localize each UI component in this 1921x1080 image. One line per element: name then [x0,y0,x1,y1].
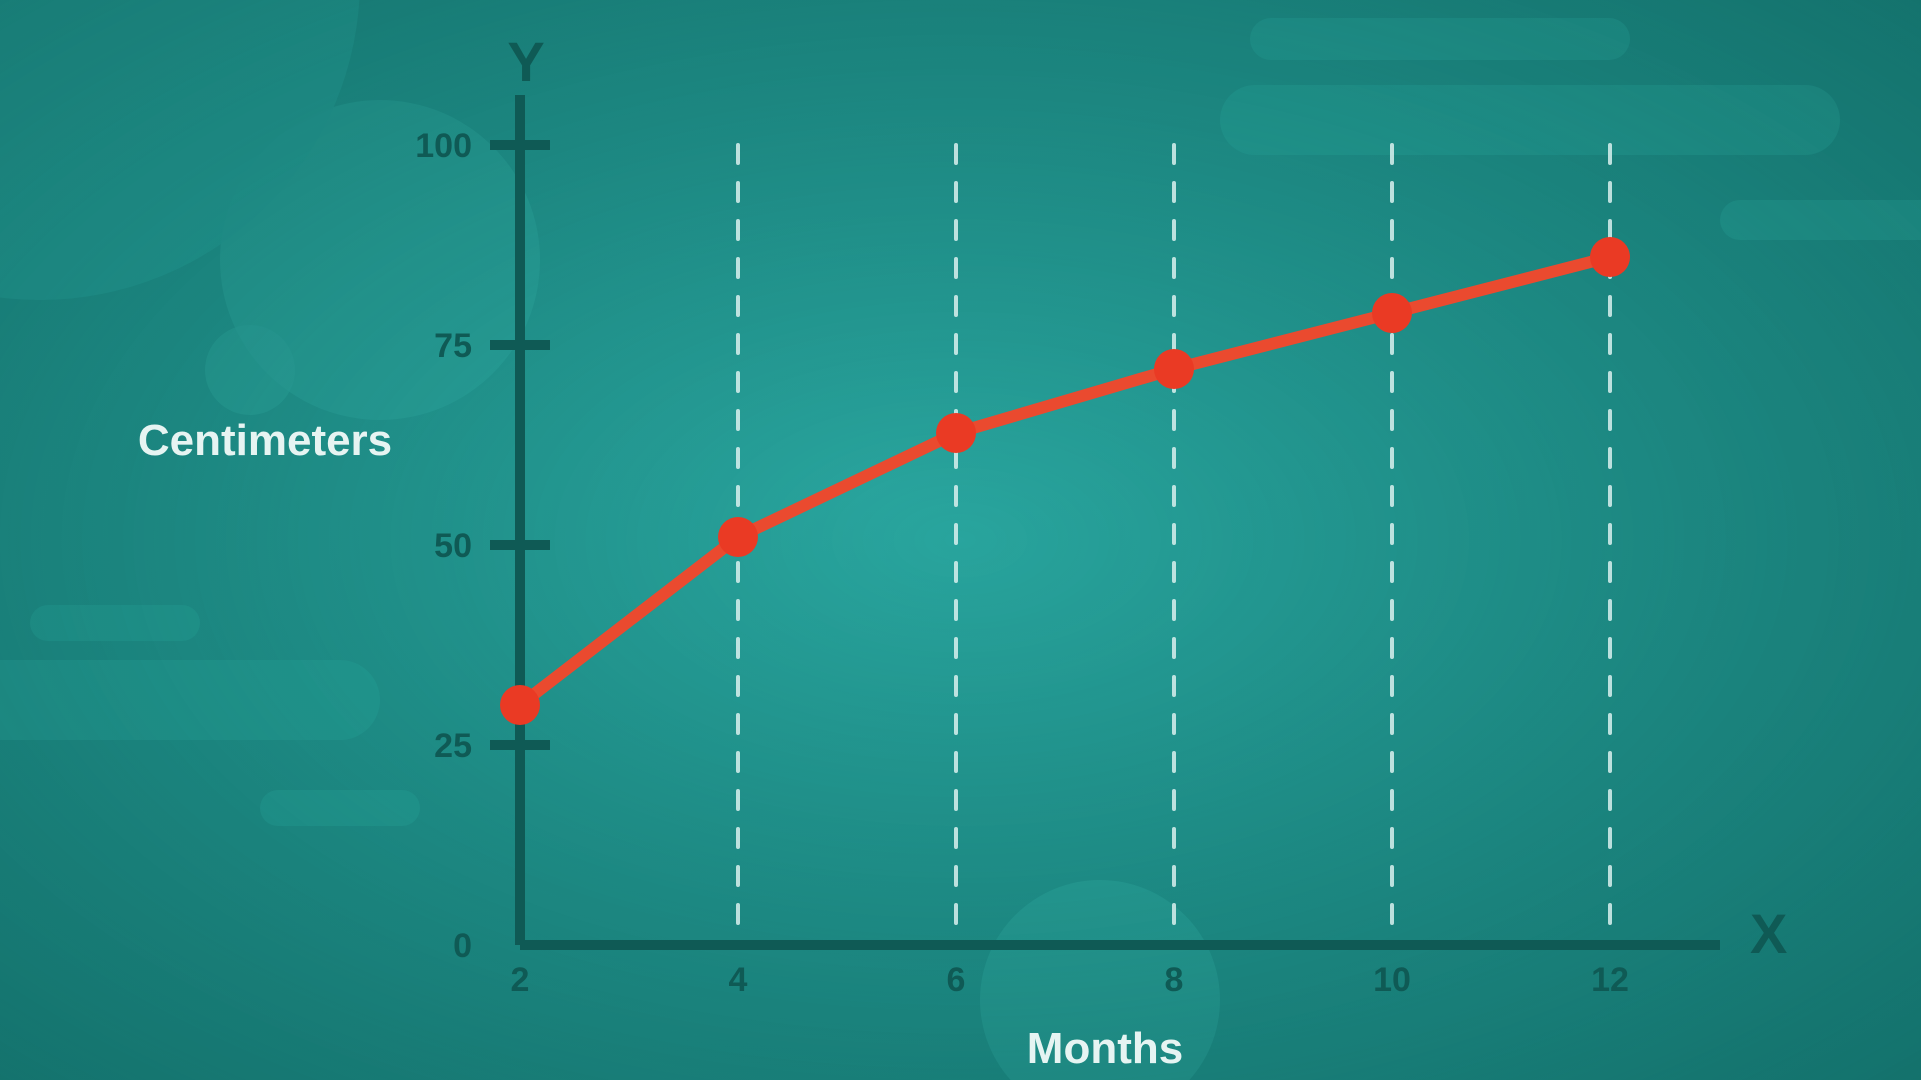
series-point-growth [1372,293,1412,333]
x-tick-label: 4 [729,961,748,999]
x-tick-label: 12 [1591,961,1629,999]
series-point-growth [1590,237,1630,277]
series-point-growth [936,413,976,453]
series-point-growth [1154,349,1194,389]
x-tick-label: 8 [1165,961,1184,999]
x-axis-symbol: X [1750,902,1787,965]
y-axis-symbol: Y [507,30,544,93]
x-tick-label: 6 [947,961,966,999]
y-tick-label: 25 [434,727,472,765]
y-tick-label: 0 [453,927,472,965]
x-axis-label: Months [1027,1024,1183,1073]
series-point-growth [500,685,540,725]
chart-stage: 0 25 50 75 100 2 4 6 8 10 12 Y X Centimeters Months [0,0,1921,1080]
y-tick-label: 75 [434,327,472,365]
x-tick-label: 2 [511,961,530,999]
y-axis-label: Centimeters [138,416,392,465]
x-tick-label: 10 [1373,961,1411,999]
y-tick-label: 50 [434,527,472,565]
y-tick-label: 100 [415,127,472,165]
chart-svg: 0 25 50 75 100 2 4 6 8 10 12 Y X Centimeters Months [0,0,1921,1080]
series-point-growth [718,517,758,557]
